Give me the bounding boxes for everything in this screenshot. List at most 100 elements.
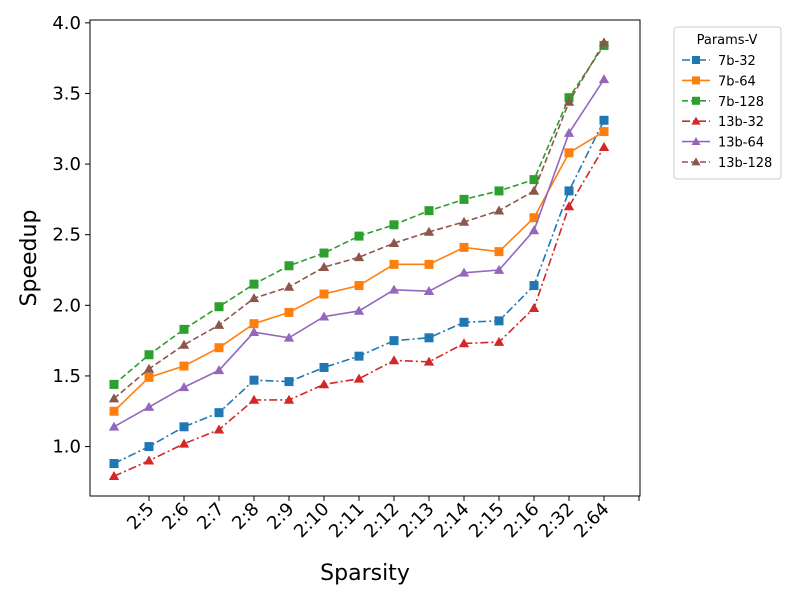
legend-item: 13b-128 [682,156,772,171]
x-tick-label: 2:16 [500,499,543,542]
legend-item: 13b-64 [682,136,764,151]
data-point [598,37,610,47]
x-tick-label: 2:64 [570,499,613,542]
data-point [354,231,364,241]
y-tick-label: 1.0 [52,437,81,458]
y-axis-title: Speedup [17,210,42,307]
data-point [423,356,435,366]
legend-label: 13b-32 [718,115,764,130]
data-point [529,175,539,185]
series-7b-32 [109,115,609,469]
data-point [249,375,259,385]
legend-marker [692,76,700,85]
data-point [528,302,540,312]
legend-item: 13b-32 [682,115,764,130]
data-point [214,302,224,312]
data-point [108,393,120,403]
data-point [319,362,329,372]
data-point [494,247,504,257]
y-tick-label: 3.0 [52,154,81,175]
legend-label: 7b-32 [718,54,756,69]
series-line [113,146,605,477]
series-7b-64 [109,127,609,416]
data-point [108,421,120,431]
data-point [458,216,470,226]
data-point [143,455,155,465]
data-point [494,186,504,196]
data-point [144,350,154,360]
data-point [563,127,575,137]
x-tick-label: 2:13 [395,499,438,542]
data-point [459,317,469,327]
y-tick-label: 2.5 [52,225,81,246]
series-layer [108,37,610,481]
data-point [354,351,364,361]
data-point [178,438,190,448]
data-point [109,379,119,389]
x-tick-label: 2:12 [360,499,403,542]
data-point [388,284,400,294]
data-point [144,372,154,382]
data-point [388,355,400,365]
data-point [283,332,295,342]
data-point [248,293,260,303]
data-point [179,422,189,432]
data-point [389,336,399,346]
y-tick-label: 2.0 [52,295,81,316]
legend: Params-V 7b-32 7b-64 7b-128 13b-32 13b-64 13b… [673,26,782,180]
legend-label: 13b-64 [718,136,764,151]
data-point [459,242,469,252]
data-point [494,316,504,326]
data-point [598,141,610,151]
data-point [109,406,119,416]
data-point [179,361,189,371]
data-point [178,382,190,392]
data-point [353,305,365,315]
data-point [598,74,610,84]
data-point [354,281,364,291]
data-point [214,343,224,353]
x-tick-label: 2:6 [158,499,193,534]
x-tick-label: 2:32 [535,499,578,542]
x-tick-label: 2:5 [123,499,158,534]
data-point [143,401,155,411]
x-tick-label: 2:14 [430,499,473,542]
data-point [213,424,225,434]
data-point [109,459,119,469]
legend-marker [692,96,700,105]
data-point [563,96,575,106]
data-point [248,394,260,404]
data-point [563,201,575,211]
x-axis-title: Sparsity [320,561,410,586]
data-point [529,213,539,223]
data-point [458,267,470,277]
data-point [318,379,330,389]
data-point [283,394,295,404]
series-line [113,42,605,400]
series-13b-32 [108,141,610,481]
legend-marker [691,137,701,145]
data-point [249,279,259,289]
data-point [458,338,470,348]
data-point [493,264,505,274]
data-point [283,281,295,291]
data-point [424,333,434,343]
y-tick-label: 4.0 [52,13,81,34]
legend-label: 13b-128 [718,156,772,171]
plot-area [89,19,641,497]
data-point [249,319,259,329]
data-point [388,237,400,247]
data-point [459,194,469,204]
data-point [143,363,155,373]
data-point [248,326,260,336]
data-point [599,115,609,125]
data-point [178,339,190,349]
data-point [284,261,294,271]
legend-item: 7b-64 [682,74,756,89]
data-point [389,220,399,230]
data-point [213,319,225,329]
data-point [528,185,540,195]
data-point [564,186,574,196]
